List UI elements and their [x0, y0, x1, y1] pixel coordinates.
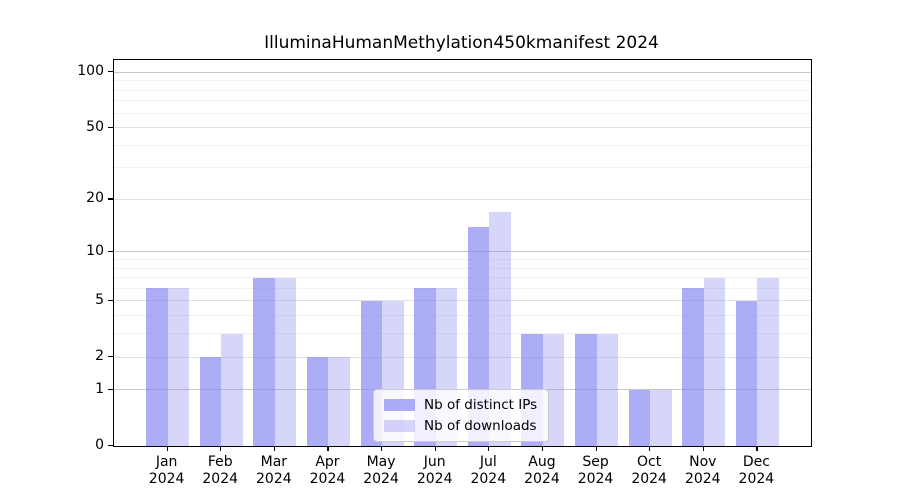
gridline-minor [114, 258, 811, 260]
x-tick [434, 446, 436, 451]
x-tick-label: Oct 2024 [631, 454, 667, 487]
gridline-decade [114, 71, 811, 73]
y-tick-label: 100 [77, 63, 104, 80]
legend-swatch-distinct-ips [384, 399, 415, 411]
bar-ips-oct [628, 389, 651, 446]
gridline-major [114, 127, 811, 129]
bar-ips-apr [307, 357, 329, 446]
gridline-minor [114, 167, 811, 169]
bar-ips-jan [146, 288, 168, 446]
legend-swatch-downloads [384, 420, 415, 432]
plot-area: Nb of distinct IPs Nb of downloads [113, 59, 812, 447]
x-tick [541, 446, 544, 451]
x-tick [488, 446, 490, 451]
y-tick [108, 71, 113, 73]
x-tick-label: May 2024 [363, 454, 399, 487]
legend-row-downloads: Nb of downloads [384, 418, 537, 434]
y-tick-label: 0 [95, 437, 104, 453]
y-tick [108, 388, 113, 391]
y-tick [108, 198, 113, 200]
chart-title: IlluminaHumanMethylation450kmanifest 202… [264, 33, 659, 53]
bar-downloads-nov [703, 277, 726, 446]
gridline-decade [114, 251, 811, 253]
x-tick-label: Jan 2024 [148, 454, 185, 487]
x-tick-label: Jun 2024 [416, 454, 453, 487]
bar-downloads-mar [274, 277, 297, 446]
bar-downloads-dec [757, 277, 779, 446]
x-tick [381, 446, 383, 451]
gridline-minor [114, 100, 811, 102]
gridline-minor [114, 333, 811, 335]
x-tick-label: Dec 2024 [738, 454, 775, 487]
y-tick-label: 1 [95, 380, 104, 397]
x-tick [649, 446, 651, 451]
legend-row-distinct-ips: Nb of distinct IPs [384, 397, 537, 413]
gridline-minor [114, 267, 811, 269]
gridline-major [114, 198, 811, 200]
y-tick-label: 20 [86, 190, 104, 207]
x-tick-label: Mar 2024 [256, 454, 292, 487]
x-tick [273, 446, 276, 451]
bar-downloads-jul [489, 211, 511, 446]
bar-downloads-feb [221, 333, 243, 446]
bar-downloads-jan [167, 288, 190, 446]
gridline-minor [114, 89, 811, 91]
legend-label-downloads: Nb of downloads [424, 418, 537, 434]
x-tick [702, 446, 704, 451]
gridline-minor [114, 315, 811, 317]
legend: Nb of distinct IPs Nb of downloads [373, 389, 550, 442]
x-tick [327, 446, 329, 451]
y-tick [108, 299, 113, 302]
x-tick-label: Apr 2024 [309, 454, 346, 487]
gridline-minor [114, 277, 811, 279]
gridline-major [114, 300, 811, 302]
y-tick-label: 5 [95, 291, 104, 308]
gridline-major [114, 356, 811, 358]
x-tick-label: Sep 2024 [577, 454, 614, 487]
x-tick-label: Feb 2024 [202, 454, 239, 487]
x-tick-label: Nov 2024 [684, 454, 721, 487]
legend-label-distinct-ips: Nb of distinct IPs [424, 397, 538, 413]
y-tick-label: 2 [95, 348, 104, 364]
gridline-minor [114, 144, 811, 146]
bar-ips-dec [735, 300, 758, 446]
bar-ips-mar [253, 277, 275, 446]
x-tick [595, 446, 597, 451]
bar-downloads-oct [650, 389, 672, 446]
x-tick-label: Aug 2024 [524, 454, 560, 487]
x-tick-label: Jul 2024 [470, 454, 507, 487]
bar-downloads-apr [328, 357, 350, 446]
y-tick-label: 50 [86, 118, 104, 135]
y-tick [108, 126, 113, 128]
x-tick [756, 446, 758, 451]
gridline-minor [114, 287, 811, 289]
y-tick [108, 250, 113, 252]
bar-downloads-sep [596, 333, 618, 446]
x-tick [220, 446, 222, 451]
y-tick-label: 10 [86, 242, 104, 259]
bar-ips-sep [575, 333, 597, 446]
x-tick [166, 446, 168, 451]
bar-ips-nov [682, 288, 704, 446]
y-tick [108, 356, 113, 358]
gridline-minor [114, 80, 811, 82]
y-tick [108, 445, 113, 447]
gridline-minor [114, 112, 811, 114]
bar-ips-feb [199, 357, 222, 446]
